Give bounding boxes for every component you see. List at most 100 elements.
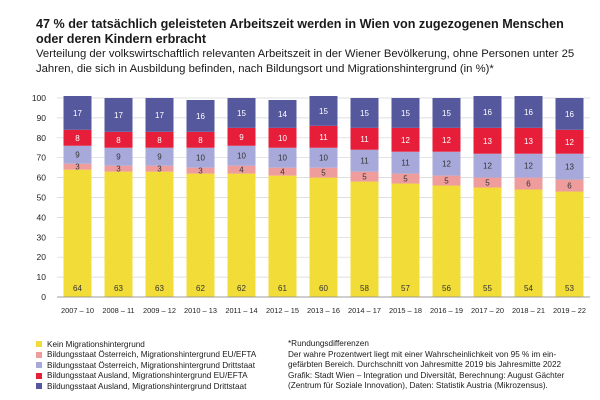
data-label: 63: [114, 284, 123, 293]
bar-segment: [268, 99, 297, 128]
data-label: 8: [198, 136, 203, 145]
x-axis: 2007 – 10 2008 – 11 2009 – 12 2010 – 13 2011…: [57, 296, 590, 315]
data-label: 17: [114, 111, 123, 120]
bar-segment: [268, 127, 297, 148]
bar-segment: [268, 175, 297, 297]
data-label: 56: [442, 284, 451, 293]
x-tick-label: 2016 – 19: [430, 306, 463, 315]
x-tick-label: 2007 – 10: [61, 306, 94, 315]
bar-segment: [473, 187, 502, 297]
data-label: 12: [565, 138, 574, 147]
data-label: 15: [237, 109, 246, 118]
bar-segment: [104, 147, 133, 166]
data-label: 12: [524, 162, 533, 171]
x-tick-label: 2012 – 15: [266, 306, 299, 315]
legend-swatch: [36, 362, 42, 369]
bar-segment: [227, 98, 256, 128]
data-label: 12: [401, 136, 410, 145]
note-line: (Zentrum für Soziale Innovation), Daten:…: [288, 381, 548, 390]
bar-segment: [145, 147, 174, 166]
bar-segment: [514, 153, 543, 178]
bar-segment: [145, 171, 174, 297]
y-tick-label: 100: [32, 93, 46, 103]
bar-segment: [309, 177, 338, 297]
data-label: 3: [75, 163, 80, 172]
data-label: 6: [526, 180, 531, 189]
legend-swatch: [36, 341, 42, 348]
data-label: 3: [116, 165, 121, 174]
bar-segment: [309, 125, 338, 148]
bar-segment: [432, 127, 461, 152]
x-tick-label: 2008 – 11: [102, 306, 134, 315]
notes: *Rundungsdifferenzen Der wahre Prozentwe…: [288, 339, 588, 392]
bar-segment: [432, 175, 461, 186]
x-tick-label: 2009 – 12: [143, 306, 176, 315]
legend-item: Bildungsstaat Ausland, Migrationshinterg…: [36, 381, 286, 392]
bar-segment: [350, 149, 379, 172]
data-label: 5: [485, 179, 490, 188]
bar-segment: [145, 165, 174, 172]
data-label: 16: [483, 108, 492, 117]
bar-segment: [555, 191, 584, 297]
bar-segment: [145, 98, 174, 132]
legend-label: Bildungsstaat Österreich, Migrationshint…: [47, 360, 255, 370]
chart-title: 47 % der tatsächlich geleisteten Arbeits…: [36, 17, 564, 46]
note-line: Der wahre Prozentwert liegt mit einer Wa…: [288, 349, 557, 359]
data-label: 17: [73, 109, 82, 118]
y-tick-label: 30: [37, 232, 47, 242]
footnote: *Rundungsdifferenzen: [288, 339, 369, 348]
data-label: 11: [360, 135, 369, 144]
bar-segment: [63, 169, 92, 297]
y-tick-label: 60: [37, 173, 47, 183]
bar-segment: [63, 163, 92, 170]
data-label: 11: [360, 157, 369, 166]
bar-segment: [514, 96, 543, 128]
data-label: 9: [157, 153, 162, 162]
bar-segment: [186, 173, 215, 297]
bar-segment: [63, 96, 92, 130]
bar-segment: [350, 98, 379, 128]
bar-segment: [186, 131, 215, 148]
data-label: 10: [196, 154, 205, 163]
bar-segment: [309, 147, 338, 168]
bar-segment: [391, 173, 420, 184]
legend-item: Bildungsstaat Österreich, Migrationshint…: [36, 350, 286, 361]
data-label: 61: [278, 284, 287, 293]
bar-segment: [186, 147, 215, 168]
x-tick-label: 2015 – 18: [389, 306, 422, 315]
bar-segment: [432, 185, 461, 297]
data-label: 15: [360, 109, 369, 118]
x-tick-label: 2018 – 21: [512, 306, 545, 315]
bar-segment: [391, 98, 420, 128]
data-label: 15: [319, 107, 328, 116]
bar-segment: [227, 145, 256, 166]
bar-segment: [104, 131, 133, 148]
note-line: Grafik: Stadt Wien – Integration und Div…: [288, 370, 565, 380]
data-label: 11: [319, 133, 328, 142]
data-label: 9: [116, 153, 121, 162]
bar-segment: [555, 98, 584, 130]
bar-segment: [63, 129, 92, 146]
bar-segment: [350, 171, 379, 182]
y-tick-label: 90: [37, 113, 47, 123]
bar-segment: [514, 127, 543, 154]
bar-segment: [227, 173, 256, 297]
data-label: 14: [278, 110, 287, 119]
data-label: 8: [75, 134, 80, 143]
bar-segment: [227, 127, 256, 146]
legend-label: Bildungsstaat Österreich, Migrationshint…: [47, 350, 257, 360]
data-label: 60: [319, 284, 328, 293]
legend: Kein Migrationshintergrund Bildungsstaat…: [36, 339, 286, 392]
bar-segment: [186, 167, 215, 174]
y-tick-label: 70: [37, 153, 47, 163]
bar-segment: [145, 131, 174, 148]
x-tick-label: 2013 – 16: [307, 306, 340, 315]
data-label: 10: [278, 154, 287, 163]
legend-label: Bildungsstaat Ausland, Migrationshinterg…: [47, 371, 248, 381]
data-label: 16: [524, 108, 533, 117]
bar-segment: [473, 127, 502, 154]
data-label: 9: [239, 133, 244, 142]
bar-segment: [555, 179, 584, 192]
x-tick-label: 2019 – 22: [553, 306, 586, 315]
